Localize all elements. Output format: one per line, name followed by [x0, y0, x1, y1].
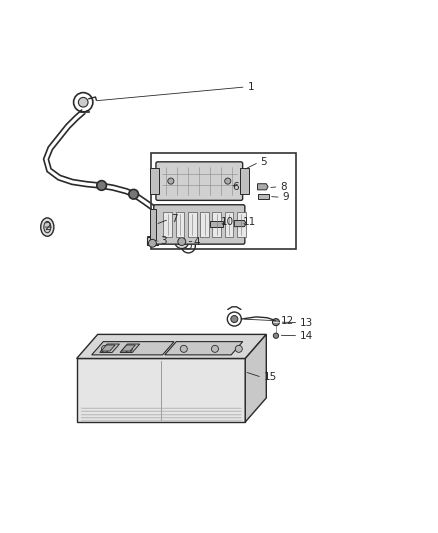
Bar: [210, 221, 223, 227]
Circle shape: [273, 333, 279, 338]
Polygon shape: [77, 334, 266, 359]
Bar: [240, 168, 249, 194]
Polygon shape: [101, 345, 115, 351]
Bar: [150, 168, 159, 194]
Circle shape: [78, 98, 88, 107]
Circle shape: [272, 319, 279, 326]
Text: 1: 1: [247, 82, 254, 92]
Circle shape: [178, 238, 186, 246]
Bar: [163, 212, 172, 237]
Text: 2: 2: [44, 222, 50, 232]
Circle shape: [129, 189, 138, 199]
Circle shape: [225, 178, 231, 184]
Polygon shape: [100, 344, 120, 352]
Ellipse shape: [41, 218, 54, 236]
Text: 12: 12: [280, 316, 293, 326]
Circle shape: [231, 316, 238, 322]
Circle shape: [102, 345, 109, 352]
Bar: [150, 209, 156, 240]
Polygon shape: [121, 345, 135, 351]
Circle shape: [168, 178, 174, 184]
Text: 6: 6: [232, 182, 239, 192]
Bar: [147, 237, 158, 246]
FancyBboxPatch shape: [154, 205, 245, 244]
Text: 15: 15: [264, 373, 277, 382]
Text: 8: 8: [280, 182, 287, 192]
Polygon shape: [77, 359, 245, 422]
Polygon shape: [165, 342, 243, 355]
Polygon shape: [258, 184, 268, 190]
Polygon shape: [245, 334, 266, 422]
Text: 7: 7: [171, 214, 177, 224]
Circle shape: [125, 345, 132, 352]
Polygon shape: [120, 344, 140, 352]
Text: 14: 14: [300, 330, 313, 341]
Text: 9: 9: [283, 192, 289, 203]
Circle shape: [180, 345, 187, 352]
Bar: [258, 194, 269, 199]
Bar: [188, 212, 197, 237]
Circle shape: [148, 239, 156, 247]
Text: 4: 4: [194, 237, 200, 247]
FancyBboxPatch shape: [156, 162, 243, 200]
Text: 13: 13: [300, 318, 313, 328]
Circle shape: [175, 235, 189, 248]
Bar: [237, 212, 246, 237]
Circle shape: [235, 345, 242, 352]
Circle shape: [97, 181, 106, 190]
Text: 5: 5: [261, 157, 267, 167]
Bar: [200, 212, 209, 237]
Text: 11: 11: [243, 217, 256, 227]
Text: 3: 3: [160, 236, 166, 246]
Text: 10: 10: [221, 217, 234, 227]
Bar: [225, 212, 233, 237]
Polygon shape: [92, 342, 174, 355]
Polygon shape: [234, 221, 246, 227]
Bar: [151, 152, 296, 249]
Bar: [212, 212, 221, 237]
Circle shape: [212, 345, 219, 352]
Bar: [176, 212, 184, 237]
Ellipse shape: [44, 221, 51, 233]
